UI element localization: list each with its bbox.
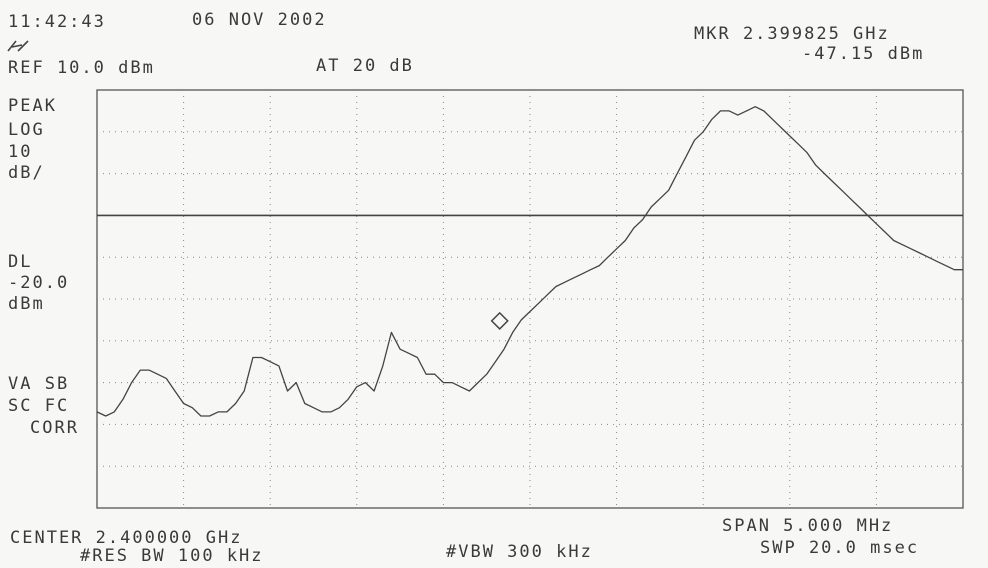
resolution-bandwidth: #RES BW 100 kHz xyxy=(80,546,264,566)
va-sb-indicator: VA SB xyxy=(8,374,70,394)
scale-unit: dB/ xyxy=(8,163,45,183)
timestamp-date: 06 NOV 2002 xyxy=(192,10,327,30)
marker-diamond xyxy=(490,311,509,330)
ref-level: REF 10.0 dBm xyxy=(8,58,155,78)
scale-type: LOG xyxy=(8,120,45,140)
sc-fc-indicator: SC FC xyxy=(8,396,70,416)
corr-indicator: CORR xyxy=(30,418,79,438)
scale-value: 10 xyxy=(8,142,33,162)
sweep-time: SWP 20.0 msec xyxy=(760,538,920,558)
timestamp-time: 11:42:43 xyxy=(8,12,106,32)
display-line-unit: dBm xyxy=(8,294,45,314)
video-bandwidth: #VBW 300 kHz xyxy=(446,542,593,562)
display-line-label: DL xyxy=(8,252,33,272)
detector-mode: PEAK xyxy=(8,96,57,116)
center-frequency: CENTER 2.400000 GHz xyxy=(10,528,243,548)
spectrum-trace-0 xyxy=(96,106,963,417)
hp-logo-icon xyxy=(6,38,34,52)
attenuation: AT 20 dB xyxy=(316,56,414,76)
display-line-value: -20.0 xyxy=(8,273,70,293)
marker-frequency: MKR 2.399825 GHz xyxy=(694,24,890,44)
frequency-span: SPAN 5.000 MHz xyxy=(722,516,894,536)
marker-level: -47.15 dBm xyxy=(802,44,925,64)
